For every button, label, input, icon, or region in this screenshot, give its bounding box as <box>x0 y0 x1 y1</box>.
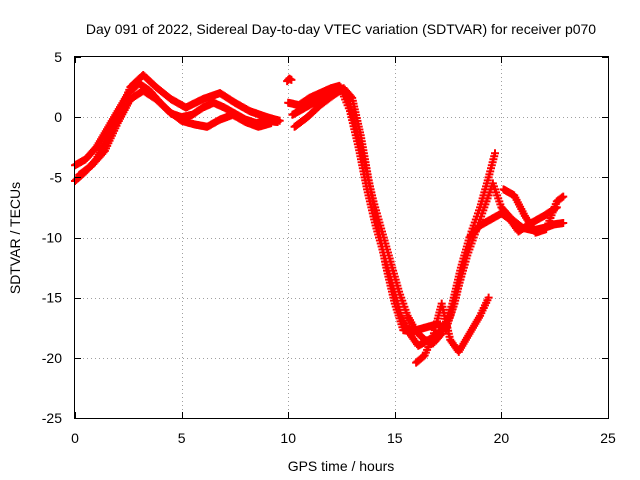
data-point <box>491 149 500 158</box>
y-tick-label: -5 <box>50 169 63 185</box>
series-track-g <box>412 293 493 367</box>
y-tick-label: -15 <box>42 290 62 306</box>
data-point <box>275 116 284 125</box>
x-tick-label: 10 <box>280 430 296 446</box>
data-point <box>559 192 568 201</box>
data-point <box>267 119 276 128</box>
x-tick-label: 0 <box>71 430 79 446</box>
grid <box>75 57 608 418</box>
plot-frame <box>74 56 609 419</box>
data-point <box>484 293 493 302</box>
x-tick-label: 25 <box>600 430 616 446</box>
y-tick-label: -20 <box>42 350 62 366</box>
x-tick-label: 15 <box>387 430 403 446</box>
series-track-i <box>499 185 568 237</box>
y-tick-label: 0 <box>54 109 62 125</box>
data-point <box>287 75 296 84</box>
data-points <box>71 71 568 367</box>
y-tick-label: 5 <box>54 49 62 65</box>
series-track-f <box>290 84 500 336</box>
x-axis-label: GPS time / hours <box>288 458 395 474</box>
x-tick-label: 20 <box>494 430 510 446</box>
chart-title: Day 091 of 2022, Sidereal Day-to-day VTE… <box>86 21 596 37</box>
y-axis-label: SDTVAR / TECUs <box>7 182 23 294</box>
y-tick-label: -10 <box>42 230 62 246</box>
series-track-h <box>283 74 296 86</box>
x-tick-label: 5 <box>178 430 186 446</box>
series-track-c <box>75 86 276 179</box>
y-tick-labels: -25 -20 -15 -10 -5 0 5 <box>42 49 62 426</box>
series-track-e <box>288 86 561 350</box>
y-tick-label: -25 <box>42 410 62 426</box>
x-tick-labels: 0 5 10 15 20 25 <box>71 430 616 446</box>
axis-ticks <box>75 57 609 419</box>
data-point <box>559 219 568 228</box>
